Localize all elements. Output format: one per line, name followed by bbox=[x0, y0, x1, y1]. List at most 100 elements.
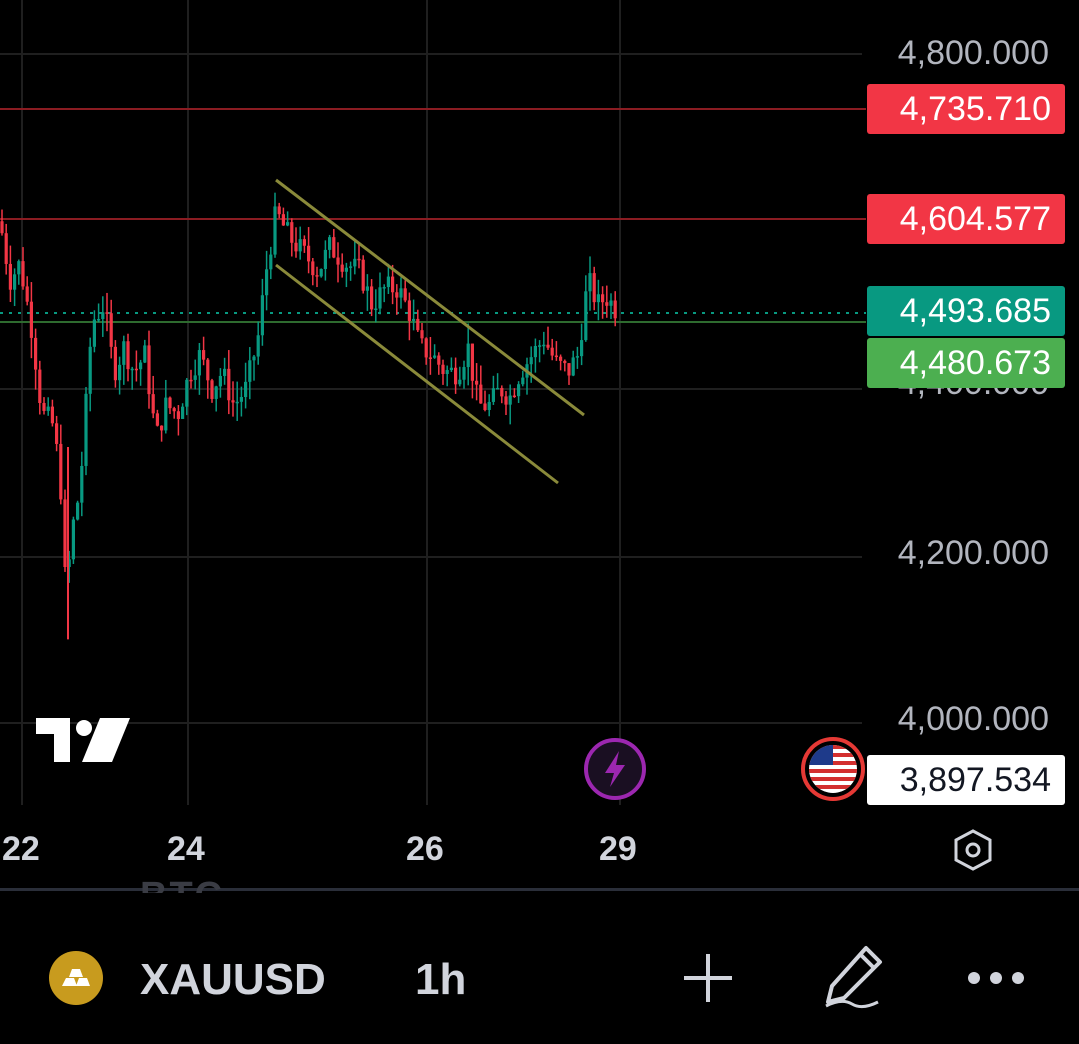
candle-body bbox=[76, 502, 80, 520]
candle-body bbox=[244, 381, 248, 398]
candle-body bbox=[458, 379, 462, 385]
candle-body bbox=[109, 313, 113, 347]
candle-body bbox=[395, 292, 399, 298]
candle-body bbox=[374, 308, 378, 311]
candle-body bbox=[307, 245, 311, 262]
candle-body bbox=[84, 393, 88, 466]
candle-body bbox=[88, 346, 92, 394]
us-flag-icon[interactable] bbox=[800, 736, 866, 802]
plus-icon[interactable] bbox=[680, 950, 736, 1006]
candle-body bbox=[517, 384, 521, 397]
price-label-last: 4,493.685 bbox=[867, 286, 1065, 336]
interval-button[interactable]: 1h bbox=[415, 955, 467, 1004]
price-label-alert-high[interactable]: 4,735.710 bbox=[867, 84, 1065, 134]
candle-body bbox=[294, 242, 298, 252]
candle-body bbox=[336, 257, 340, 265]
price-label-alert-mid[interactable]: 4,604.577 bbox=[867, 194, 1065, 244]
candle-body bbox=[420, 330, 424, 339]
candle-body bbox=[399, 288, 403, 298]
time-tick: 24 bbox=[167, 830, 205, 868]
candle-body bbox=[193, 375, 197, 380]
price-chart[interactable] bbox=[0, 0, 1079, 890]
candle-body bbox=[475, 380, 479, 385]
candle-body bbox=[445, 370, 449, 374]
candle-body bbox=[563, 360, 567, 364]
candle-body bbox=[269, 254, 273, 270]
candle-body bbox=[126, 341, 130, 370]
candle-body bbox=[235, 401, 239, 404]
candle-body bbox=[529, 357, 533, 365]
tradingview-logo bbox=[36, 718, 130, 762]
price-label-crosshair: 3,897.534 bbox=[867, 755, 1065, 805]
candle-body bbox=[0, 221, 4, 234]
candle-body bbox=[155, 413, 159, 426]
candles bbox=[0, 192, 617, 640]
candle-body bbox=[332, 237, 336, 258]
candle-body bbox=[143, 345, 147, 363]
candle-body bbox=[370, 286, 374, 310]
candle-body bbox=[365, 286, 369, 291]
lightning-icon[interactable] bbox=[583, 737, 647, 801]
candle-body bbox=[231, 400, 235, 403]
candle-body bbox=[328, 237, 332, 250]
candle-body bbox=[550, 347, 554, 356]
candle-body bbox=[559, 356, 563, 361]
candle-body bbox=[340, 264, 344, 272]
price-label-support[interactable]: 4,480.673 bbox=[867, 338, 1065, 388]
candle-body bbox=[428, 357, 432, 359]
candle-body bbox=[391, 276, 395, 293]
candle-body bbox=[483, 403, 487, 410]
candle-body bbox=[113, 346, 117, 381]
candle-body bbox=[202, 350, 206, 360]
candle-body bbox=[357, 258, 361, 261]
candle-body bbox=[223, 368, 227, 376]
chart-area[interactable]: 4,800.000 4,400.000 4,200.000 4,000.000 … bbox=[0, 0, 1079, 890]
candle-body bbox=[13, 274, 17, 290]
pencil-icon[interactable] bbox=[818, 942, 888, 1012]
settings-icon[interactable] bbox=[950, 827, 996, 873]
candle-body bbox=[441, 364, 445, 374]
candle-body bbox=[479, 384, 483, 404]
candle-body bbox=[575, 356, 579, 358]
candle-body bbox=[273, 206, 277, 255]
candle-body bbox=[21, 261, 25, 287]
bottom-divider bbox=[0, 888, 1079, 891]
candle-body bbox=[122, 341, 126, 365]
candle-body bbox=[407, 300, 411, 321]
price-tick: 4,000.000 bbox=[897, 700, 1049, 738]
candle-body bbox=[176, 411, 180, 419]
candle-body bbox=[260, 295, 264, 336]
candle-body bbox=[189, 379, 193, 382]
candle-body bbox=[412, 318, 416, 321]
candle-body bbox=[290, 222, 294, 243]
candle-body bbox=[454, 367, 458, 385]
symbol-button[interactable]: XAUUSD bbox=[140, 955, 326, 1004]
candle-body bbox=[302, 239, 306, 246]
candle-body bbox=[97, 319, 101, 321]
candle-body bbox=[134, 368, 138, 371]
candle-body bbox=[42, 402, 46, 411]
time-tick: 26 bbox=[406, 830, 444, 868]
candle-body bbox=[67, 559, 71, 568]
candle-body bbox=[315, 275, 319, 277]
candle-body bbox=[298, 239, 302, 252]
candle-body bbox=[151, 394, 155, 414]
channel-lower-line bbox=[275, 263, 559, 485]
candle-body bbox=[139, 362, 143, 370]
candle-body bbox=[63, 499, 67, 568]
candle-body bbox=[218, 375, 222, 387]
candle-body bbox=[496, 387, 500, 390]
candle-body bbox=[38, 369, 42, 403]
candle-body bbox=[319, 268, 323, 277]
candle-body bbox=[4, 233, 8, 264]
candle-body bbox=[592, 273, 596, 303]
candle-body bbox=[311, 261, 315, 276]
candle-body bbox=[533, 345, 537, 358]
candle-body bbox=[256, 335, 260, 357]
candle-body bbox=[92, 319, 96, 347]
candle-body bbox=[164, 397, 168, 431]
candle-body bbox=[8, 263, 12, 290]
more-icon[interactable] bbox=[966, 966, 1026, 990]
candle-body bbox=[403, 288, 407, 301]
time-tick: 29 bbox=[599, 830, 637, 868]
